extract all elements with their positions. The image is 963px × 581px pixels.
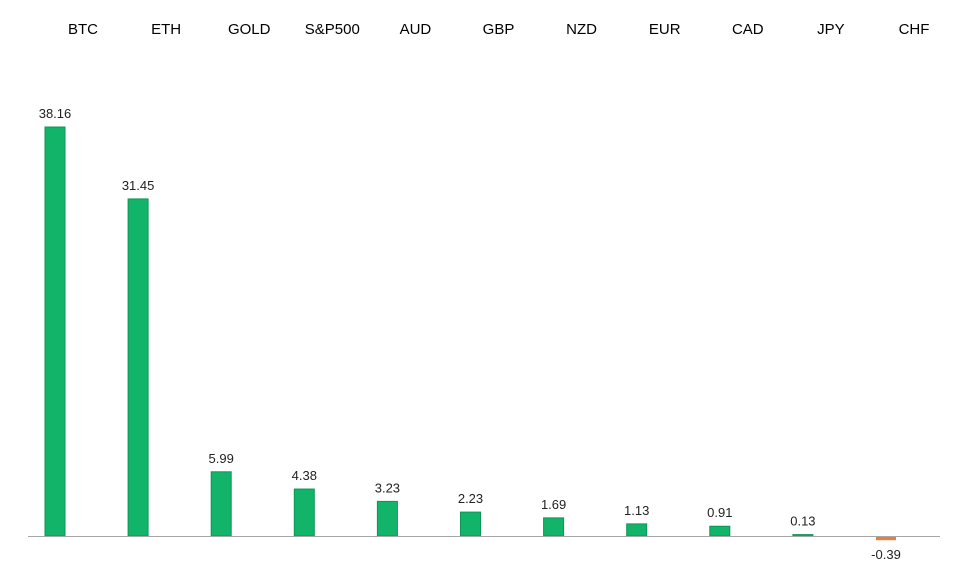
bar-cad (709, 525, 731, 537)
category-label-nzd: NZD (566, 21, 597, 38)
value-label-sandp500: 4.38 (292, 468, 317, 483)
category-label-gold: GOLD (228, 21, 271, 38)
bar-gbp (460, 511, 481, 537)
bars (44, 126, 896, 541)
bar-jpy (792, 534, 814, 537)
bar-chf (876, 536, 896, 541)
value-label-jpy: 0.13 (790, 514, 815, 529)
value-label-btc: 38.16 (39, 106, 72, 121)
value-label-chf: -0.39 (871, 547, 901, 562)
value-label-gold: 5.99 (209, 451, 234, 466)
bar-nzd (543, 517, 565, 537)
category-label-eur: EUR (649, 21, 681, 38)
category-label-eth: ETH (151, 21, 181, 38)
category-label-sandp500: S&P500 (305, 21, 360, 38)
bar-eth (127, 198, 149, 537)
bar-sandp500 (293, 488, 315, 537)
value-label-cad: 0.91 (707, 505, 732, 520)
bar-eur (626, 523, 648, 537)
category-label-chf: CHF (899, 21, 930, 38)
bar-aud (376, 500, 398, 537)
value-label-nzd: 1.69 (541, 497, 566, 512)
category-label-aud: AUD (400, 21, 432, 38)
category-label-jpy: JPY (817, 21, 845, 38)
category-labels: BTC ETH GOLD S&P500 AUD GBP NZD EUR CAD JPY CHF (68, 21, 929, 38)
value-label-eth: 31.45 (122, 178, 155, 193)
category-label-gbp: GBP (483, 21, 515, 38)
value-label-aud: 3.23 (375, 480, 400, 495)
bar-gold (210, 471, 232, 537)
value-label-eur: 1.13 (624, 503, 649, 518)
category-label-btc: BTC (68, 21, 98, 38)
category-label-cad: CAD (732, 21, 764, 38)
bar-btc (44, 126, 66, 537)
value-labels: 38.16 31.45 5.99 4.38 3.23 2.23 1.69 1.13 0.91 0.… (39, 106, 901, 562)
value-label-gbp: 2.23 (458, 491, 483, 506)
